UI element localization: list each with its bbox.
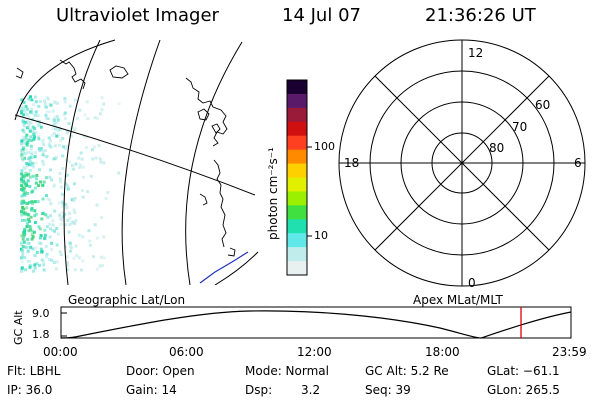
polar-ring: [431, 132, 493, 194]
latitude-line: [15, 114, 256, 196]
timeline-xtick-2: 12:00: [297, 345, 332, 359]
colorbar-segment: [287, 219, 307, 234]
colorbar-segment: [287, 191, 307, 206]
colorbar-segment: [287, 261, 307, 276]
dsp-value: 3.2: [301, 383, 321, 397]
polar-ring: [369, 70, 555, 256]
ip-status: IP: 36.0: [7, 383, 53, 397]
mlt-label-6: 6: [574, 156, 582, 170]
coastline: [15, 59, 236, 257]
geographic-projection-label: Geographic Lat/Lon: [68, 293, 186, 307]
lat-label-70: 70: [512, 120, 528, 134]
altitude-curve: [60, 310, 572, 339]
apex-projection-label: Apex MLat/MLT: [413, 293, 503, 307]
colorbar-segment: [287, 149, 307, 165]
mlt-label-18: 18: [344, 156, 360, 170]
limb-arc: [14, 39, 116, 121]
time-label: 21:36:26 UT: [425, 5, 536, 26]
mlt-line: [374, 75, 550, 251]
mode-status: Mode: Normal: [245, 364, 329, 378]
door-status: Door: Open: [126, 364, 195, 378]
colorbar-segment: [287, 135, 307, 151]
mlt-label-12: 12: [468, 46, 484, 60]
longitude-line: [185, 41, 243, 285]
glat-status: GLat: −61.1: [487, 364, 560, 378]
aurora-emission: [20, 95, 121, 273]
colorbar-segment: [287, 93, 307, 109]
lat-label-80: 80: [489, 141, 505, 155]
longitude-line: [121, 40, 161, 285]
gc-alt-status: GC Alt: 5.2 Re: [365, 364, 449, 378]
timeline-xtick-1: 06:00: [169, 345, 204, 359]
colorbar-tick-label-100: 100: [314, 140, 335, 153]
latitude-line: [214, 251, 259, 285]
mlt-line: [374, 75, 550, 251]
colorbar-tick-label-10: 10: [314, 229, 328, 242]
colorbar-segment: [287, 233, 307, 248]
date-label: 14 Jul 07: [282, 5, 361, 26]
timeline-xtick-3: 18:00: [425, 345, 460, 359]
filter-status: Flt: LBHL: [7, 364, 61, 378]
gain-status: Gain: 14: [126, 383, 177, 397]
colorbar-segment: [287, 107, 307, 123]
colorbar-segment: [287, 205, 307, 220]
instrument-title: Ultraviolet Imager: [56, 5, 219, 26]
polar-ring: [338, 39, 586, 287]
mlt-label-0: 0: [468, 276, 476, 290]
lat-label-60: 60: [535, 98, 551, 112]
glon-status: GLon: 265.5: [487, 383, 560, 397]
dsp-label: Dsp:: [245, 383, 273, 397]
timeline-ytick-max: 9.0: [32, 307, 50, 320]
boundary-line: [199, 251, 249, 284]
timeline-axis-label: GC Alt: [12, 310, 25, 345]
timeline-xtick-4: 23:59: [552, 345, 587, 359]
colorbar-segment: [287, 163, 307, 179]
colorbar-unit-label: photon cm⁻²s⁻¹: [266, 147, 280, 240]
polar-ring: [400, 101, 524, 225]
colorbar-segment: [287, 247, 307, 262]
colorbar-segment: [287, 177, 307, 193]
colorbar-segment: [287, 80, 307, 95]
colorbar-segment: [287, 121, 307, 137]
longitude-line: [63, 40, 101, 285]
timeline-ytick-min: 1.8: [32, 328, 50, 341]
timeline-xtick-0: 00:00: [43, 345, 78, 359]
seq-status: Seq: 39: [365, 383, 411, 397]
